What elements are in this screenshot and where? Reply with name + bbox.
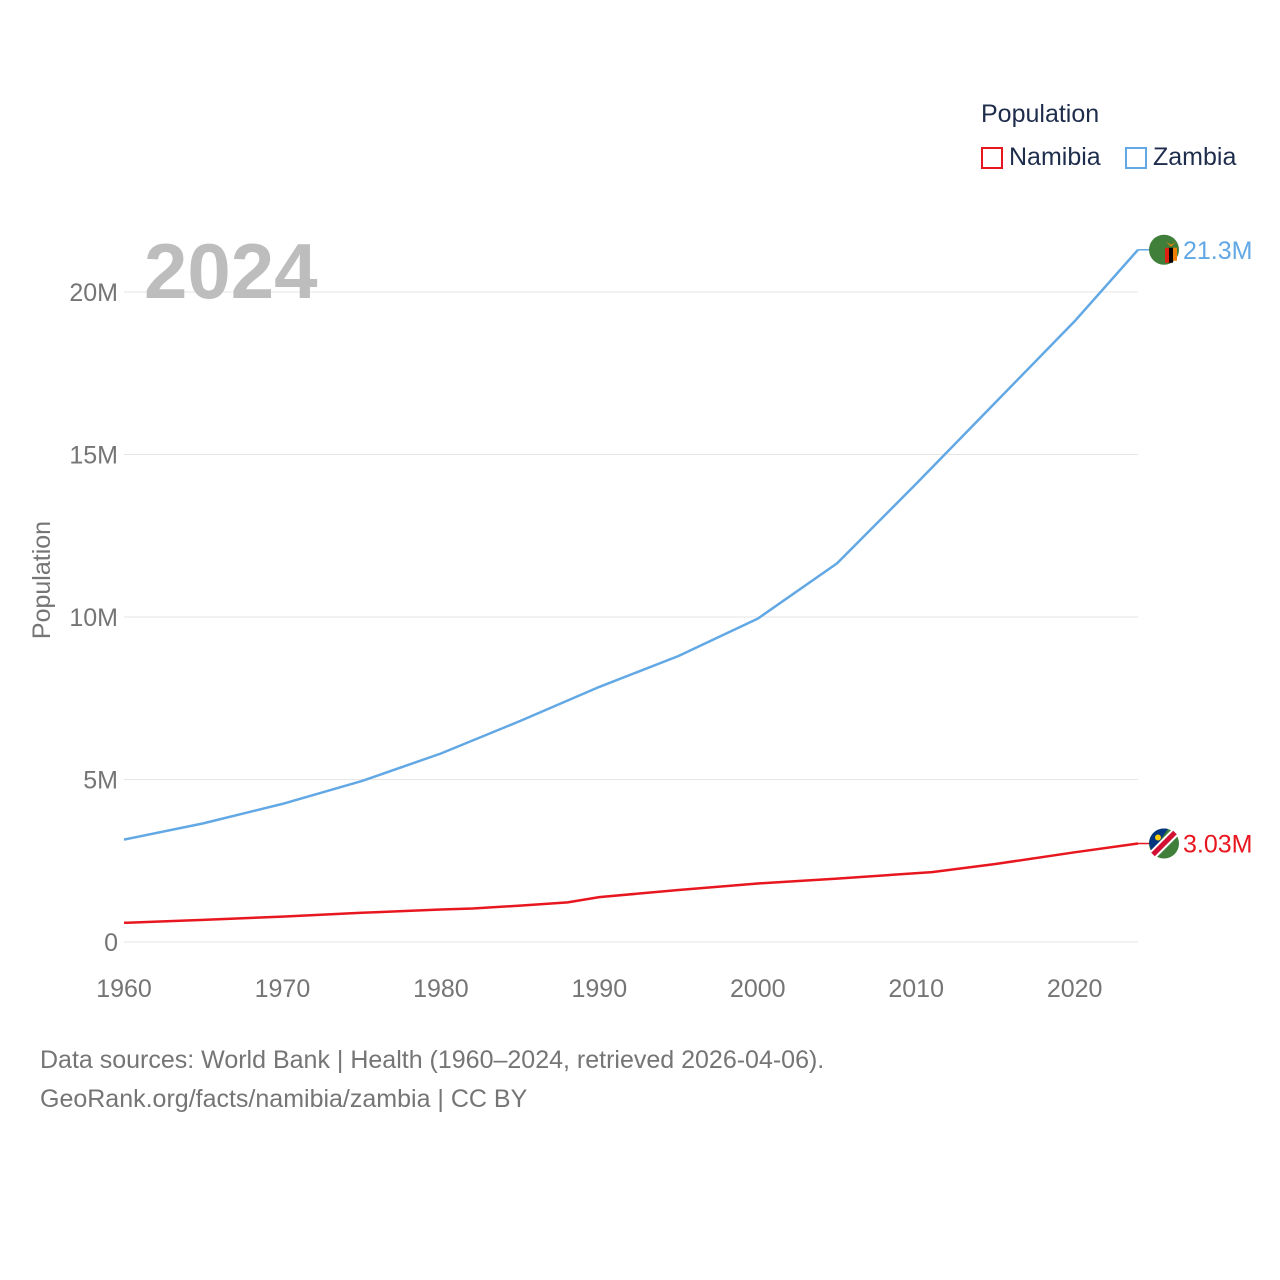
x-tick-label: 2020 xyxy=(1047,975,1103,1003)
legend-item-zambia[interactable]: Zambia xyxy=(1125,143,1236,172)
legend-item-namibia[interactable]: Namibia xyxy=(981,143,1101,172)
legend-label-zambia: Zambia xyxy=(1153,143,1237,171)
grid-lines xyxy=(124,291,1138,943)
flag-eagle xyxy=(1166,241,1176,247)
flag-icon-zambia xyxy=(1149,234,1179,265)
end-label-zambia: 21.3M xyxy=(1183,237,1252,265)
y-tick-label: 0 xyxy=(104,929,118,957)
series-line-zambia xyxy=(123,248,1139,841)
legend-swatch-namibia xyxy=(981,146,1003,169)
x-tick-label: 1970 xyxy=(255,975,311,1003)
flag-stripe-black xyxy=(1169,247,1173,263)
legend-label-namibia: Namibia xyxy=(1009,143,1101,171)
x-tick-label: 1990 xyxy=(572,975,628,1003)
y-tick-label: 5M xyxy=(83,767,118,795)
end-markers: 3.03M 21.3M xyxy=(1138,234,1252,859)
legend-swatch-zambia xyxy=(1125,146,1147,169)
x-tick-label: 2000 xyxy=(730,975,786,1003)
x-tick-label: 1960 xyxy=(96,975,152,1003)
y-tick-label: 20M xyxy=(69,279,118,307)
x-tick-label: 1980 xyxy=(413,975,469,1003)
footer-sources: Data sources: World Bank | Health (1960–… xyxy=(40,1046,825,1074)
year-label: 2024 xyxy=(144,227,318,315)
flag-icon-namibia xyxy=(1148,828,1179,859)
flag-stripe-orange xyxy=(1173,247,1177,261)
series-line-namibia xyxy=(123,842,1139,925)
flag-stripe-red xyxy=(1165,247,1169,263)
footer-attribution: GeoRank.org/facts/namibia/zambia | CC BY xyxy=(40,1085,528,1113)
y-tick-label: 15M xyxy=(69,442,118,470)
y-axis-ticks: 0 5M 10M 15M 20M xyxy=(69,279,118,957)
y-axis-label: Population xyxy=(28,521,56,639)
end-label-namibia: 3.03M xyxy=(1183,831,1252,859)
x-axis-ticks: 1960 1970 1980 1990 2000 2010 2020 xyxy=(96,975,1102,1003)
x-tick-label: 2010 xyxy=(888,975,944,1003)
legend-title: Population xyxy=(981,100,1100,128)
y-tick-label: 10M xyxy=(69,604,118,632)
flag-red-band xyxy=(1151,830,1177,857)
flag-blue xyxy=(1148,828,1168,853)
flag-sun xyxy=(1155,834,1161,841)
series-lines xyxy=(123,248,1139,925)
